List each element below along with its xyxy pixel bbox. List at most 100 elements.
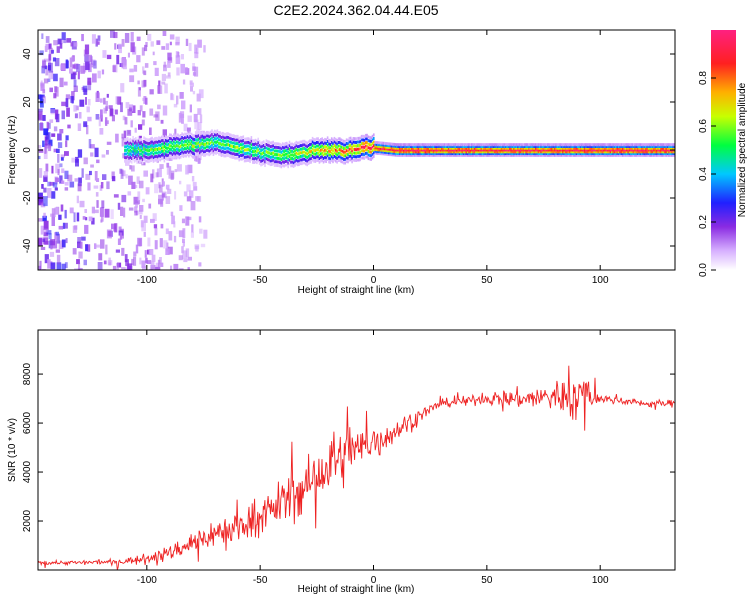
heatmap-ridge-cell — [600, 153, 602, 157]
heatmap-noise-cell — [38, 108, 43, 113]
heatmap-ridge-cell — [451, 153, 454, 157]
heatmap-ridge-cell — [589, 150, 591, 154]
heatmap-ridge-cell — [496, 153, 499, 157]
heatmap-ridge-cell — [616, 153, 619, 157]
heatmap-ridge-cell — [242, 142, 245, 146]
heatmap-ridge-cell — [519, 148, 522, 152]
heatmap-ridge-cell — [137, 147, 140, 151]
heatmap-ridge-cell — [545, 150, 548, 154]
heatmap-ridge-cell — [638, 152, 640, 155]
heatmap-ridge-cell — [484, 153, 487, 157]
heatmap-noise-cell — [47, 140, 51, 145]
heatmap-ridge-cell — [551, 152, 553, 155]
heatmap-ridge-cell — [177, 137, 179, 141]
heatmap-ridge-cell — [604, 146, 606, 150]
heatmap-ridge-cell — [405, 145, 408, 148]
heatmap-ridge-cell — [442, 145, 444, 148]
heatmap-ridge-cell — [540, 143, 542, 147]
heatmap-ridge-cell — [577, 146, 579, 150]
heatmap-ridge-cell — [469, 143, 472, 147]
heatmap-ridge-cell — [515, 153, 518, 157]
heatmap-ridge-cell — [422, 148, 424, 152]
heatmap-ridge-cell — [254, 138, 257, 142]
heatmap-ridge-cell — [514, 145, 517, 148]
heatmap-ridge-cell — [578, 146, 580, 150]
heatmap-ridge-cell — [389, 151, 391, 155]
heatmap-ridge-cell — [412, 148, 415, 152]
heatmap-ridge-cell — [330, 151, 333, 155]
heatmap-ridge-cell — [276, 149, 279, 153]
heatmap-ridge-cell — [496, 145, 499, 148]
heatmap-ridge-cell — [556, 145, 559, 148]
heatmap-noise-cell — [118, 226, 122, 233]
heatmap-ridge-cell — [530, 153, 533, 157]
heatmap-ridge-cell — [164, 146, 167, 150]
heatmap-ridge-cell — [510, 146, 512, 150]
heatmap-ridge-cell — [460, 150, 462, 154]
heatmap-ridge-cell — [468, 145, 470, 148]
heatmap-ridge-cell — [356, 147, 359, 151]
heatmap-ridge-cell — [333, 158, 336, 162]
heatmap-ridge-cell — [543, 152, 545, 155]
heatmap-ridge-cell — [326, 147, 329, 151]
heatmap-ridge-cell — [294, 163, 296, 167]
heatmap-ridge-cell — [568, 143, 571, 147]
heatmap-noise-cell — [130, 32, 134, 42]
heatmap-noise-cell — [175, 51, 179, 58]
heatmap-ridge-cell — [247, 151, 250, 155]
heatmap-ridge-cell — [427, 150, 430, 154]
heatmap-ridge-cell — [476, 152, 478, 155]
heatmap-ridge-cell — [476, 145, 478, 148]
heatmap-ridge-cell — [458, 148, 461, 152]
heatmap-ridge-cell — [281, 163, 284, 167]
heatmap-noise-cell — [131, 258, 134, 265]
heatmap-ridge-cell — [265, 161, 268, 164]
heatmap-ridge-cell — [295, 148, 298, 151]
heatmap-noise-cell — [159, 164, 164, 169]
heatmap-ridge-cell — [560, 145, 563, 148]
heatmap-noise-cell — [167, 61, 171, 68]
heatmap-ridge-cell — [510, 153, 512, 157]
heatmap-ridge-cell — [344, 143, 347, 147]
heatmap-ridge-cell — [445, 150, 447, 154]
heatmap-ridge-cell — [264, 142, 266, 146]
heatmap-ridge-cell — [394, 153, 397, 157]
heatmap-ridge-cell — [313, 152, 315, 156]
heatmap-ridge-cell — [664, 145, 666, 148]
heatmap-noise-cell — [41, 184, 44, 189]
heatmap-ridge-cell — [673, 146, 675, 150]
heatmap-noise-cell — [72, 64, 76, 69]
y-tick-label: 6000 — [22, 412, 33, 435]
heatmap-ridge-cell — [544, 152, 546, 155]
heatmap-noise-cell — [42, 215, 47, 222]
heatmap-ridge-cell — [490, 145, 492, 148]
heatmap-ridge-cell — [583, 153, 586, 157]
heatmap-noise-cell — [45, 36, 50, 43]
heatmap-ridge-cell — [296, 163, 299, 167]
heatmap-ridge-cell — [581, 152, 583, 155]
heatmap-noise-cell — [38, 218, 43, 222]
heatmap-ridge-cell — [295, 162, 298, 166]
heatmap-ridge-cell — [534, 152, 537, 155]
heatmap-ridge-cell — [479, 146, 481, 150]
heatmap-ridge-cell — [547, 150, 549, 154]
heatmap-ridge-cell — [184, 139, 186, 143]
heatmap-ridge-cell — [369, 157, 371, 161]
heatmap-ridge-cell — [358, 151, 360, 155]
heatmap-noise-cell — [91, 217, 95, 225]
heatmap-noise-cell — [170, 92, 173, 100]
heatmap-ridge-cell — [345, 152, 348, 156]
heatmap-ridge-cell — [364, 151, 367, 155]
heatmap-ridge-cell — [137, 154, 140, 158]
heatmap-noise-cell — [190, 86, 193, 92]
heatmap-ridge-cell — [590, 152, 593, 155]
heatmap-ridge-cell — [252, 139, 254, 143]
heatmap-ridge-cell — [294, 142, 296, 146]
heatmap-ridge-cell — [600, 145, 602, 148]
heatmap-ridge-cell — [567, 153, 570, 157]
heatmap-ridge-cell — [309, 146, 311, 150]
heatmap-ridge-cell — [224, 150, 227, 154]
heatmap-ridge-cell — [442, 152, 444, 155]
heatmap-ridge-cell — [179, 152, 182, 155]
heatmap-noise-cell — [183, 191, 188, 197]
